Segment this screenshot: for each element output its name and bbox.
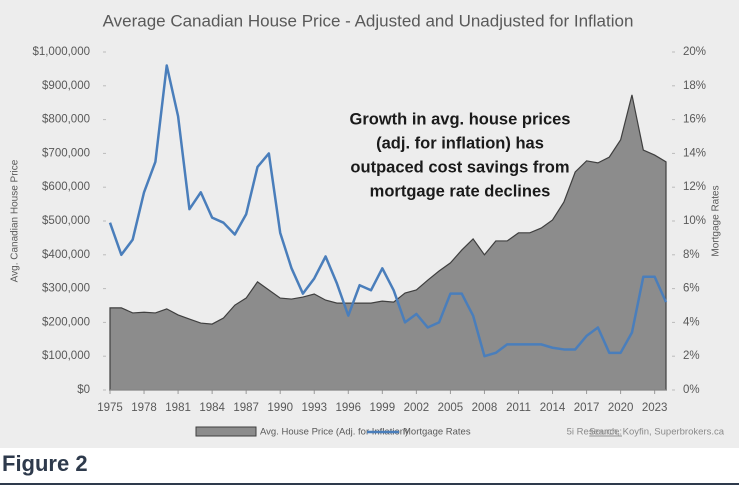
y-tick-label: $400,000 xyxy=(42,249,90,261)
x-tick-label: 2011 xyxy=(506,402,531,414)
y-tick-label: $700,000 xyxy=(42,147,90,159)
x-tick-label: 2002 xyxy=(404,402,430,414)
y-tick-label: $800,000 xyxy=(42,114,90,126)
x-tick-label: 1993 xyxy=(301,402,327,414)
y2-tick-label: 0% xyxy=(683,384,700,396)
y2-axis-title: Mortgage Rates xyxy=(711,185,722,256)
source: 5i Research, Koyfin, Superbrokers.ca xyxy=(567,427,725,438)
area xyxy=(109,94,667,391)
y-tick-label: $300,000 xyxy=(42,283,90,295)
chart-title: Average Canadian House Price - Adjusted … xyxy=(103,11,634,30)
y2-tick-label: 2% xyxy=(683,350,700,362)
x-tick-label: 1984 xyxy=(199,402,225,414)
x-tick-label: 1975 xyxy=(97,402,123,414)
x-tick-label: 2017 xyxy=(574,402,600,414)
x-tick-label: 2008 xyxy=(472,402,498,414)
x-tick-label: 1978 xyxy=(131,402,157,414)
x-tick-label: 2020 xyxy=(608,402,634,414)
y-tick-label: $1,000,000 xyxy=(32,46,90,58)
x-tick-label: 2005 xyxy=(438,402,464,414)
y2-tick-label: 14% xyxy=(683,147,706,159)
y2-tick-label: 10% xyxy=(683,215,706,227)
legend-label: Avg. House Price (Adj. for Inflation) xyxy=(260,427,408,438)
annotation-line: outpaced cost savings from xyxy=(350,158,569,176)
x-tick-label: 2023 xyxy=(642,402,668,414)
annotation-line: mortgage rate declines xyxy=(370,182,551,200)
annotation-line: (adj. for inflation) has xyxy=(376,134,544,152)
y2-tick-label: 12% xyxy=(683,181,706,193)
legend-label: Mortgage Rates xyxy=(403,427,471,438)
source-label: Source: xyxy=(589,427,622,438)
x-tick-label: 1990 xyxy=(267,402,293,414)
x-tick-label: 1999 xyxy=(370,402,396,414)
y2-tick-label: 18% xyxy=(683,80,706,92)
y2-tick-label: 16% xyxy=(683,114,706,126)
x-tick-label: 1996 xyxy=(335,402,361,414)
y2-tick-label: 4% xyxy=(683,316,700,328)
y2-tick-label: 20% xyxy=(683,46,706,58)
y-tick-label: $900,000 xyxy=(42,80,90,92)
x-tick-label: 2014 xyxy=(540,402,566,414)
y-tick-label: $100,000 xyxy=(42,350,90,362)
y-axis-title: Avg. Canadian House Price xyxy=(10,159,21,282)
annotation-line: Growth in avg. house prices xyxy=(350,110,571,128)
y2-tick-label: 6% xyxy=(683,283,700,295)
y2-tick-label: 8% xyxy=(683,249,700,261)
y-tick-label: $200,000 xyxy=(42,316,90,328)
x-tick-label: 1987 xyxy=(233,402,259,414)
y-tick-label: $600,000 xyxy=(42,181,90,193)
legend-swatch xyxy=(195,426,257,437)
x-tick-label: 1981 xyxy=(165,402,191,414)
line xyxy=(108,64,668,358)
y-tick-label: $500,000 xyxy=(42,215,90,227)
figure-caption: Figure 2 xyxy=(2,451,88,476)
annotation: Growth in avg. house prices (adj. for inf… xyxy=(350,110,571,200)
y-tick-label: $0 xyxy=(77,384,90,396)
